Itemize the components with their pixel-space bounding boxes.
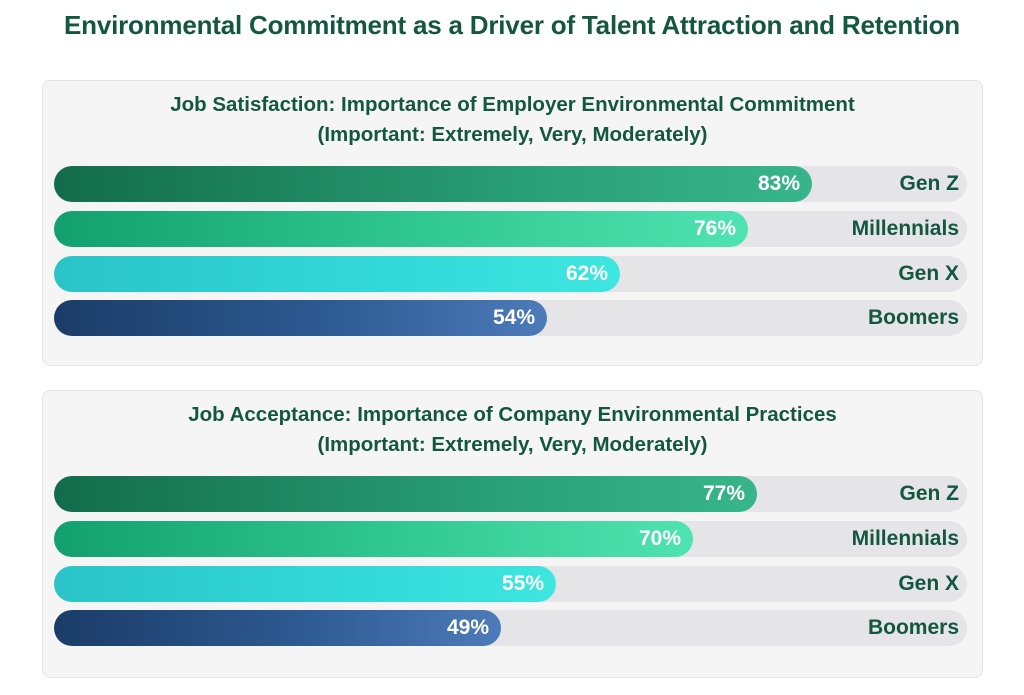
category-label: Boomers: [867, 306, 959, 329]
bar-row-gen-x: 55% Gen X: [54, 566, 967, 602]
bar-gen-z: [54, 166, 812, 202]
category-label: Gen X: [898, 572, 959, 595]
page-title: Environmental Commitment as a Driver of …: [64, 10, 960, 40]
bar-boomers: [54, 300, 547, 336]
value-label: 62%: [565, 262, 608, 285]
category-label: Millennials: [851, 527, 959, 550]
value-label: 55%: [501, 572, 544, 595]
bar-boomers: [54, 610, 501, 646]
chart-title-line: Job Satisfaction: Importance of Employer…: [170, 93, 855, 116]
chart-panel-job-satisfaction: Job Satisfaction: Importance of Employer…: [42, 80, 983, 366]
bar-gen-x: [54, 566, 556, 602]
chart-subtitle-line: (Important: Extremely, Very, Moderately): [317, 433, 708, 456]
chart-subtitle-line: (Important: Extremely, Very, Moderately): [317, 123, 708, 146]
value-label: 76%: [693, 217, 736, 240]
category-label: Millennials: [851, 217, 959, 240]
value-label: 77%: [702, 482, 745, 505]
bar-row-gen-z: 83% Gen Z: [54, 166, 967, 202]
value-label: 54%: [492, 306, 535, 329]
bar-row-millennials: 70% Millennials: [54, 521, 967, 557]
bar-row-gen-x: 62% Gen X: [54, 256, 967, 292]
bar-row-millennials: 76% Millennials: [54, 211, 967, 247]
category-label: Boomers: [867, 616, 959, 639]
bar-row-boomers: 49% Boomers: [54, 610, 967, 646]
chart-title: Job Satisfaction: Importance of Employer…: [43, 90, 982, 150]
bar-gen-z: [54, 476, 757, 512]
category-label: Gen Z: [899, 482, 959, 505]
bar-millennials: [54, 211, 748, 247]
value-label: 70%: [638, 527, 681, 550]
category-label: Gen Z: [899, 172, 959, 195]
bar-millennials: [54, 521, 693, 557]
value-label: 83%: [757, 172, 800, 195]
chart-panel-job-acceptance: Job Acceptance: Importance of Company En…: [42, 390, 983, 678]
chart-title: Job Acceptance: Importance of Company En…: [43, 400, 982, 460]
bar-gen-x: [54, 256, 620, 292]
value-label: 49%: [446, 616, 489, 639]
bar-row-boomers: 54% Boomers: [54, 300, 967, 336]
category-label: Gen X: [898, 262, 959, 285]
bar-row-gen-z: 77% Gen Z: [54, 476, 967, 512]
chart-title-line: Job Acceptance: Importance of Company En…: [188, 403, 837, 426]
